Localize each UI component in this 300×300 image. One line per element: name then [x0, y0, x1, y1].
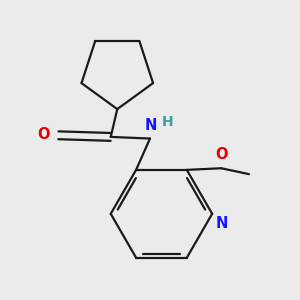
Text: N: N	[215, 216, 228, 231]
Text: O: O	[216, 147, 228, 162]
Text: H: H	[162, 115, 174, 129]
Text: O: O	[38, 127, 50, 142]
Text: N: N	[145, 118, 158, 133]
